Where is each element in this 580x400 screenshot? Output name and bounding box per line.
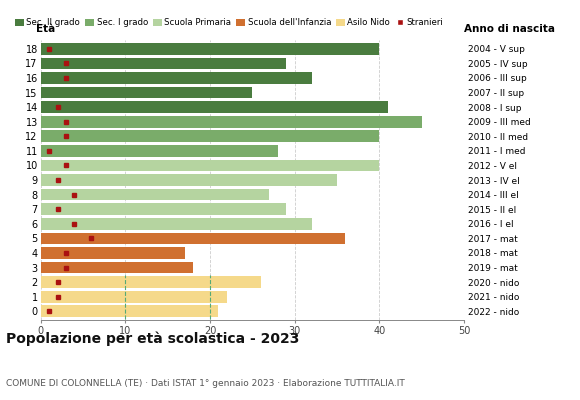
Bar xyxy=(41,58,286,69)
Bar xyxy=(41,306,219,317)
Bar xyxy=(41,218,311,230)
Bar xyxy=(41,145,278,157)
Bar xyxy=(41,189,269,200)
Bar xyxy=(41,232,346,244)
Bar xyxy=(41,291,227,302)
Bar xyxy=(41,203,286,215)
Bar xyxy=(41,43,379,54)
Bar xyxy=(41,160,379,171)
Bar xyxy=(41,247,184,259)
Bar xyxy=(41,72,311,84)
Text: Età: Età xyxy=(37,24,56,34)
Bar xyxy=(41,87,252,98)
Bar xyxy=(41,174,337,186)
Bar xyxy=(41,101,388,113)
Text: Anno di nascita: Anno di nascita xyxy=(464,24,555,34)
Text: COMUNE DI COLONNELLA (TE) · Dati ISTAT 1° gennaio 2023 · Elaborazione TUTTITALIA: COMUNE DI COLONNELLA (TE) · Dati ISTAT 1… xyxy=(6,379,405,388)
Bar xyxy=(41,116,422,128)
Bar xyxy=(41,262,193,273)
Bar xyxy=(41,276,261,288)
Legend: Sec. II grado, Sec. I grado, Scuola Primaria, Scuola dell'Infanzia, Asilo Nido, : Sec. II grado, Sec. I grado, Scuola Prim… xyxy=(15,18,443,27)
Bar xyxy=(41,130,379,142)
Text: Popolazione per età scolastica - 2023: Popolazione per età scolastica - 2023 xyxy=(6,332,299,346)
